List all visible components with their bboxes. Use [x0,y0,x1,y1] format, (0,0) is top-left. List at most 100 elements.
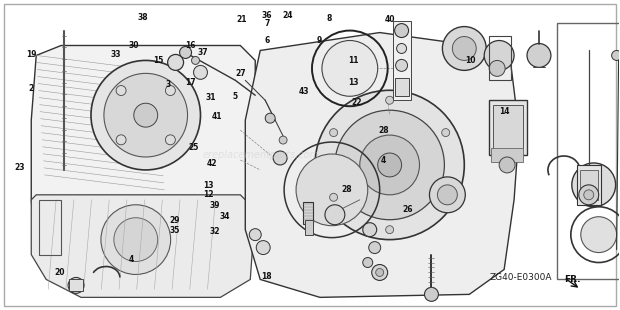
Text: 28: 28 [378,126,389,135]
Circle shape [579,185,599,205]
Bar [69,279,83,291]
Circle shape [116,135,126,145]
Circle shape [369,241,381,254]
Text: 4: 4 [129,255,135,264]
Circle shape [396,60,407,71]
Text: 17: 17 [185,78,196,87]
Circle shape [441,193,450,201]
Circle shape [273,151,287,165]
Text: 38: 38 [138,13,148,22]
Bar [489,36,511,80]
Circle shape [166,86,175,95]
Circle shape [394,24,409,38]
Circle shape [584,190,594,200]
Bar [305,220,313,235]
Polygon shape [31,195,255,297]
Circle shape [572,163,616,207]
Circle shape [101,205,170,274]
Circle shape [386,96,394,104]
Bar [303,202,313,224]
Bar [491,148,523,162]
Circle shape [425,287,438,301]
Circle shape [330,193,337,201]
Circle shape [249,229,261,241]
Bar [493,105,523,149]
Text: 22: 22 [352,98,362,107]
Circle shape [363,258,373,268]
Circle shape [363,223,377,237]
Text: 19: 19 [26,50,37,59]
Circle shape [330,129,337,137]
Circle shape [484,41,514,70]
Circle shape [430,177,465,213]
Text: 11: 11 [348,56,359,65]
Polygon shape [246,33,519,297]
Text: 41: 41 [212,112,223,121]
Circle shape [612,51,620,60]
Text: FR.: FR. [564,275,580,284]
Circle shape [499,157,515,173]
Text: 14: 14 [499,107,510,116]
Polygon shape [31,46,255,297]
Circle shape [296,154,368,226]
Text: 25: 25 [188,143,199,152]
Text: 28: 28 [342,185,352,194]
Circle shape [256,241,270,255]
Text: 24: 24 [283,11,293,20]
Text: 3: 3 [165,80,171,89]
Text: 32: 32 [209,227,219,236]
Circle shape [335,110,445,220]
Text: 43: 43 [299,87,309,96]
Text: 20: 20 [55,268,65,277]
Circle shape [438,185,458,205]
Text: 2: 2 [29,84,34,93]
Circle shape [68,277,84,293]
Circle shape [193,65,208,79]
Text: 37: 37 [197,48,208,57]
Text: 7: 7 [265,19,270,28]
Circle shape [104,73,188,157]
Circle shape [265,113,275,123]
Text: 8: 8 [326,14,332,23]
Circle shape [134,103,157,127]
Text: 27: 27 [235,69,246,78]
Circle shape [360,135,420,195]
Text: ereplacementparts.com: ereplacementparts.com [202,150,319,160]
Circle shape [441,129,450,137]
Circle shape [527,43,551,67]
Bar [580,170,598,200]
Bar [489,100,527,155]
Circle shape [315,90,464,240]
Circle shape [167,55,184,70]
Circle shape [397,43,407,53]
Bar [394,78,409,96]
Text: 36: 36 [262,11,272,20]
Bar [39,200,61,255]
Text: 15: 15 [154,56,164,65]
Text: 21: 21 [236,15,247,24]
Circle shape [453,37,476,60]
Circle shape [581,217,617,253]
Circle shape [192,56,200,64]
Bar [577,165,601,205]
Text: 33: 33 [110,50,121,59]
Circle shape [372,264,388,281]
Text: 31: 31 [205,93,216,102]
Text: 9: 9 [316,36,322,45]
Text: 29: 29 [169,216,180,225]
Text: 18: 18 [261,272,272,281]
Text: 16: 16 [185,41,196,50]
Text: ZG40-E0300A: ZG40-E0300A [489,273,552,282]
Circle shape [180,46,192,58]
Circle shape [166,135,175,145]
Text: 26: 26 [402,205,413,214]
Circle shape [322,41,378,96]
Text: 40: 40 [384,15,395,24]
Text: 35: 35 [169,226,180,235]
Circle shape [91,60,200,170]
Circle shape [114,218,157,262]
Text: 10: 10 [465,56,476,65]
Text: 23: 23 [14,163,25,172]
Circle shape [376,268,384,277]
Text: 39: 39 [209,201,219,210]
